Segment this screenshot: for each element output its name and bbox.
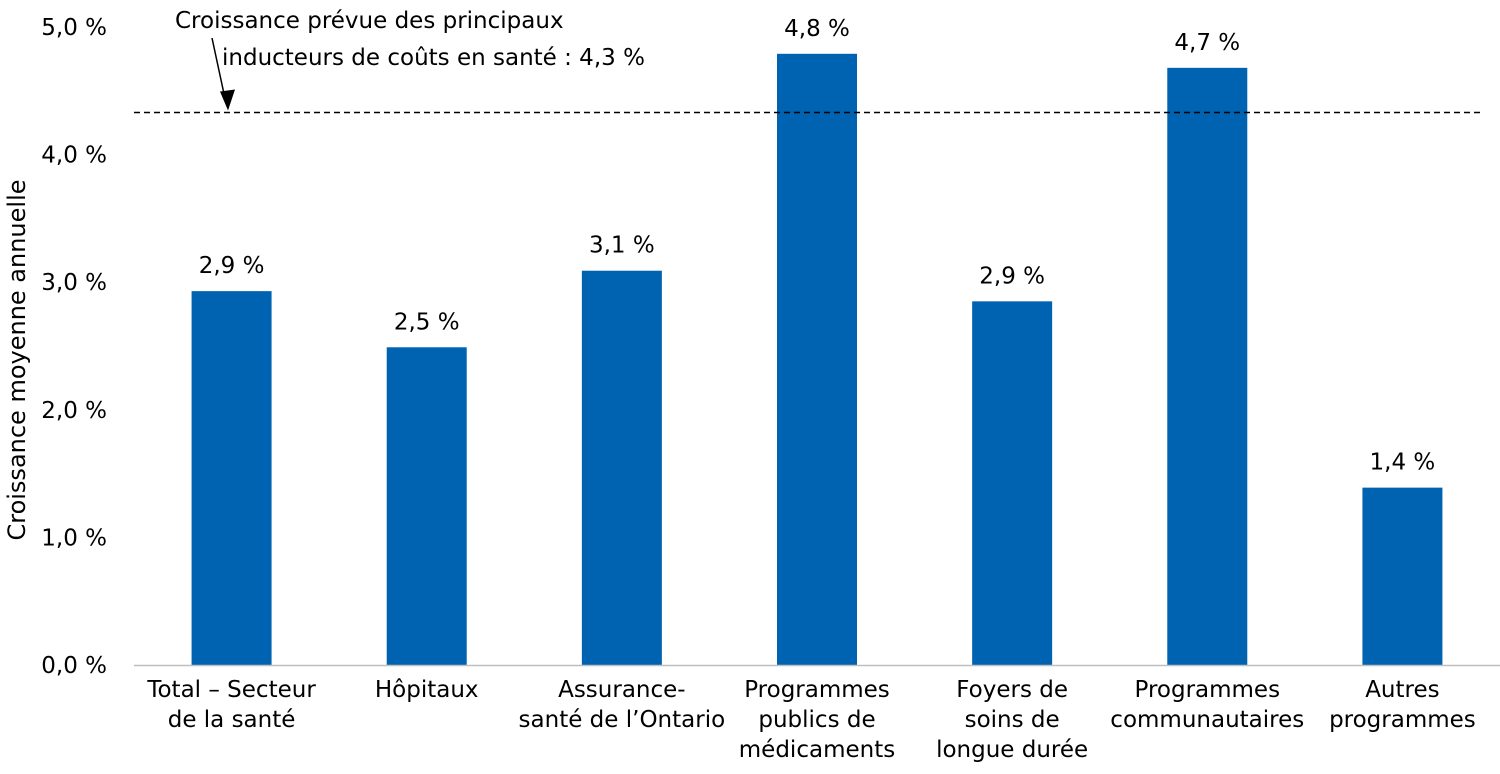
data-label: 4,8 % (784, 16, 850, 42)
data-label: 2,9 % (979, 263, 1045, 289)
category-label: Foyers de soins de longue durée (936, 677, 1088, 763)
data-label: 2,5 % (394, 309, 460, 335)
y-tick-label: 0,0 % (41, 653, 107, 679)
data-label: 3,1 % (589, 233, 655, 259)
category-label: Programmes publics de médicaments (739, 677, 895, 763)
y-tick-label: 1,0 % (41, 525, 107, 551)
y-tick-label: 5,0 % (41, 15, 107, 41)
category-label: Autres programmes (1329, 677, 1476, 733)
bar (972, 301, 1053, 665)
data-label: 4,7 % (1174, 30, 1240, 56)
y-axis-title: Croissance moyenne annuelle (3, 179, 31, 540)
bar (1167, 67, 1248, 665)
y-axis-ticks: 0,0 % 1,0 % 2,0 % 3,0 % 4,0 % 5,0 % (41, 15, 107, 679)
y-tick-label: 4,0 % (41, 143, 107, 169)
bar (191, 291, 272, 665)
data-labels: 2,9 % 2,5 % 3,1 % 4,8 % 2,9 % 4,7 % 1,4 % (199, 16, 1436, 476)
category-label: Programmes communautaires (1110, 677, 1304, 733)
annotation-arrow-shaft (211, 37, 226, 99)
category-label: Hôpitaux (375, 677, 479, 703)
y-tick-label: 2,0 % (41, 398, 107, 424)
bar (1362, 487, 1443, 665)
annotation-arrow-head (220, 89, 235, 111)
reference-label-line: Croissance prévue des principaux (175, 8, 564, 34)
category-label: Assurance-santé de l’Ontario (519, 677, 726, 733)
data-label: 2,9 % (199, 253, 265, 279)
bars (191, 53, 1443, 665)
data-label: 1,4 % (1370, 450, 1436, 476)
bar (581, 270, 662, 665)
reference-annotation: Croissance prévue des principaux inducteu… (175, 8, 645, 111)
reference-label-line: inducteurs de coûts en santé : 4,3 % (222, 45, 645, 71)
bar (777, 53, 857, 665)
y-tick-label: 3,0 % (41, 270, 107, 296)
bar (386, 347, 467, 665)
category-labels: Total – Secteur de la santé Hôpitaux Assura… (146, 677, 1475, 763)
category-label: Total – Secteur de la santé (146, 677, 316, 733)
